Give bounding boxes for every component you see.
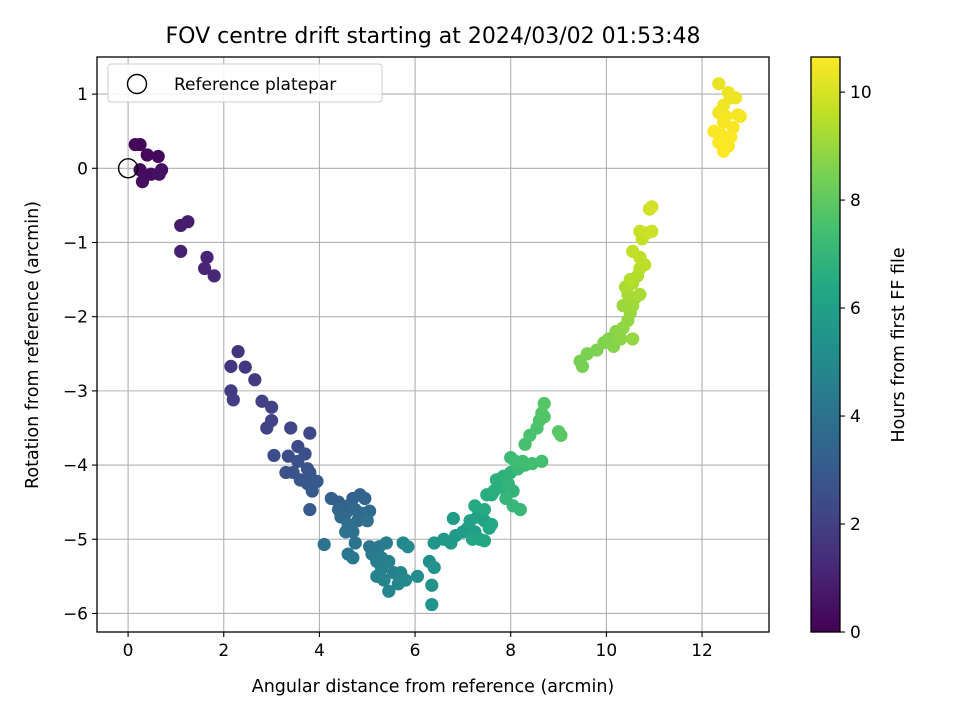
x-axis-ticks: 0 2 4 6 8 10 12 [123,632,713,661]
data-point [207,269,221,283]
x-tick-label: 12 [691,641,713,661]
data-point [446,511,460,526]
x-axis-label: Angular distance from reference (arcmin) [252,677,615,697]
data-point [425,597,439,612]
x-tick-label: 8 [505,641,516,661]
y-tick-label: 0 [77,159,88,179]
y-tick-label: −5 [63,530,88,550]
data-point [152,167,166,181]
data-point [382,584,396,598]
data-point [238,360,252,374]
colorbar-tick-label: 2 [850,515,861,535]
data-point [427,560,441,575]
data-point [535,454,549,468]
data-point [317,537,331,552]
data-point [477,502,492,517]
plot-frame [96,56,770,633]
data-point [645,200,659,214]
colorbar-tick-label: 4 [850,407,861,427]
data-point [513,502,527,517]
x-tick-label: 4 [314,641,325,661]
y-tick-label: −3 [63,382,88,402]
data-point [303,502,317,517]
data-point [626,332,640,346]
data-point [248,373,262,387]
data-point [537,396,551,411]
data-point [264,400,279,414]
data-point [358,491,372,506]
data-point [303,465,317,480]
data-point [626,244,640,258]
data-point [477,534,492,548]
y-tick-label: −6 [63,604,88,624]
data-point [401,540,415,554]
data-point [623,272,637,287]
data-point [339,525,353,539]
data-point [484,517,499,532]
data-point [291,454,305,468]
data-point [712,77,726,91]
x-tick-label: 10 [596,641,618,661]
data-point [614,332,628,346]
data-point [616,298,630,313]
legend-marker-reference [126,73,148,95]
data-point [377,573,391,587]
data-point [633,287,647,302]
data-point [425,578,439,592]
data-point [200,250,214,264]
data-point [379,536,393,550]
legend-box [107,63,383,103]
x-tick-label: 2 [218,641,229,661]
data-point [348,536,362,550]
data-point [554,428,568,442]
reference-platepar-marker [117,158,139,179]
y-axis-label: Rotation from reference (arcmin) [23,201,43,489]
data-point [346,551,360,565]
data-point [140,148,154,162]
data-point [260,421,274,435]
colorbar-label: Hours from first FF file [889,247,909,442]
data-point [360,514,374,528]
data-point [198,261,212,276]
chart-title: FOV centre drift starting at 2024/03/02 … [166,24,701,49]
data-point [255,394,269,408]
data-point [231,344,245,359]
y-tick-label: −4 [63,456,88,476]
y-tick-label: −1 [63,233,88,253]
data-point [410,569,425,583]
data-point [728,91,743,105]
data-point [284,421,298,435]
data-point [575,359,590,373]
data-point [151,149,165,164]
data-point [398,573,413,587]
colorbar-tick-label: 8 [850,191,861,211]
data-point [303,426,317,440]
data-point [733,109,747,123]
x-tick-label: 0 [123,641,134,661]
data-point [133,137,147,152]
colorbar-tick-label: 6 [850,299,861,319]
legend: Reference platepar [107,63,383,103]
data-point [135,175,150,189]
data-point [224,359,238,373]
colorbar [810,56,841,633]
colorbar-tick-label: 10 [850,83,872,103]
y-tick-label: 1 [77,85,88,105]
data-point [226,393,240,407]
x-tick-label: 6 [410,641,421,661]
data-point [305,484,319,498]
colorbar-ticks: 0 2 4 6 8 10 [840,83,872,643]
data-point [181,215,195,229]
data-point [716,144,731,158]
data-point [174,244,188,258]
y-tick-label: −2 [63,308,88,328]
data-points [128,77,747,612]
legend-label: Reference platepar [174,75,336,95]
y-axis-ticks: 1 0 −1 −2 −3 −4 −5 −6 [63,85,97,624]
data-point [645,224,659,238]
data-point [267,448,281,463]
colorbar-tick-label: 0 [850,623,861,643]
